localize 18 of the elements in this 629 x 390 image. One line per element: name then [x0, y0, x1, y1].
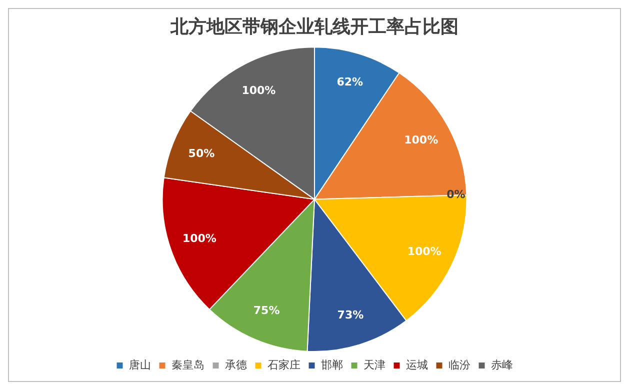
data-label: 50% [188, 146, 215, 160]
legend-label: 天津 [363, 358, 386, 372]
legend-label: 邯郸 [320, 358, 343, 372]
legend-label: 承德 [224, 358, 247, 372]
data-label: 100% [404, 133, 438, 146]
data-label: 100% [242, 84, 276, 97]
data-label: 75% [253, 304, 280, 318]
legend-label: 石家庄 [267, 358, 300, 372]
legend-label: 运城 [406, 358, 428, 372]
data-label: 100% [182, 232, 216, 245]
legend-label: 临汾 [448, 358, 470, 372]
legend-label: 赤峰 [490, 358, 513, 372]
chart-title: 北方地区带钢企业轧线开工率占比图 [170, 16, 458, 38]
legend-label: 秦皇岛 [171, 358, 204, 372]
data-label: 100% [407, 244, 442, 258]
data-label: 62% [336, 76, 364, 89]
legend-label: 唐山 [128, 358, 151, 372]
data-label: 73% [337, 308, 364, 322]
